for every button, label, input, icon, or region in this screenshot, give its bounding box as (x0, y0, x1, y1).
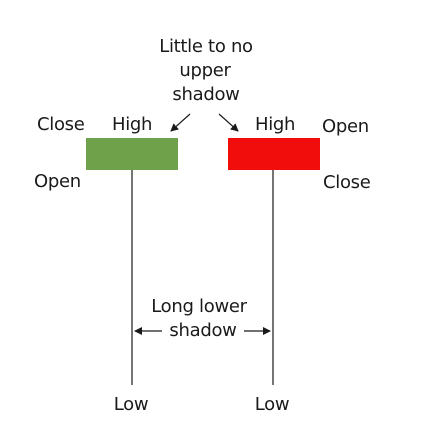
bearish-open-label: Open (322, 116, 369, 137)
bullish-high-label: High (112, 114, 153, 135)
upper-shadow-arrow-left (170, 113, 191, 132)
upper-shadow-label-line3: shadow (172, 84, 240, 105)
upper-shadow-label-line1: Little to no (159, 36, 253, 57)
bullish-low-label: Low (113, 394, 149, 415)
upper-shadow-arrow-right (218, 113, 239, 132)
bearish-high-label: High (255, 114, 296, 135)
upper-shadow-label-line2: upper (179, 60, 231, 81)
bearish-candle-body (228, 138, 320, 170)
bullish-candle-body (86, 138, 178, 170)
bullish-open-label: Open (34, 171, 81, 192)
lower-shadow-label-line1: Long lower (151, 296, 247, 317)
bearish-low-label: Low (254, 394, 290, 415)
bearish-close-label: Close (323, 172, 371, 193)
bullish-close-label: Close (37, 114, 85, 135)
lower-shadow-label-line2: shadow (169, 320, 237, 341)
